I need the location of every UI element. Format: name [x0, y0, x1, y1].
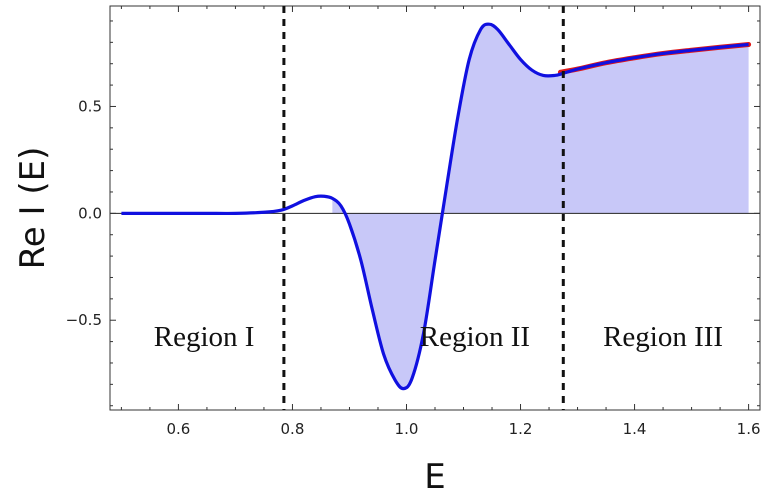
y-tick-label: 0.0 [78, 204, 102, 222]
series-layer [121, 22, 752, 391]
x-tick-label: 0.8 [281, 420, 305, 438]
region-label: Region I [154, 321, 255, 353]
x-tick-label: 1.4 [623, 420, 647, 438]
x-tick-label: 1.2 [509, 420, 533, 438]
ticks: 0.6 0.8 1.0 1.2 1.4 1.6 −0.5 0.0 0.5 [66, 6, 761, 438]
region-labels: Region I Region II Region III [154, 321, 723, 353]
x-tick-label: 0.6 [166, 420, 190, 438]
region-dividers [282, 6, 565, 410]
y-axis-title: Re I (E) [13, 147, 53, 270]
region-label: Region II [420, 321, 530, 353]
x-tick-label: 1.0 [395, 420, 419, 438]
x-tick-label: 1.6 [737, 420, 761, 438]
fill-layer [332, 24, 749, 389]
x-axis-title: E [424, 457, 445, 495]
region-label: Region III [603, 321, 723, 353]
y-tick-label: 0.5 [78, 97, 102, 115]
shaded-area [332, 24, 749, 389]
main-curve [121, 22, 749, 391]
y-tick-label: −0.5 [66, 311, 102, 329]
